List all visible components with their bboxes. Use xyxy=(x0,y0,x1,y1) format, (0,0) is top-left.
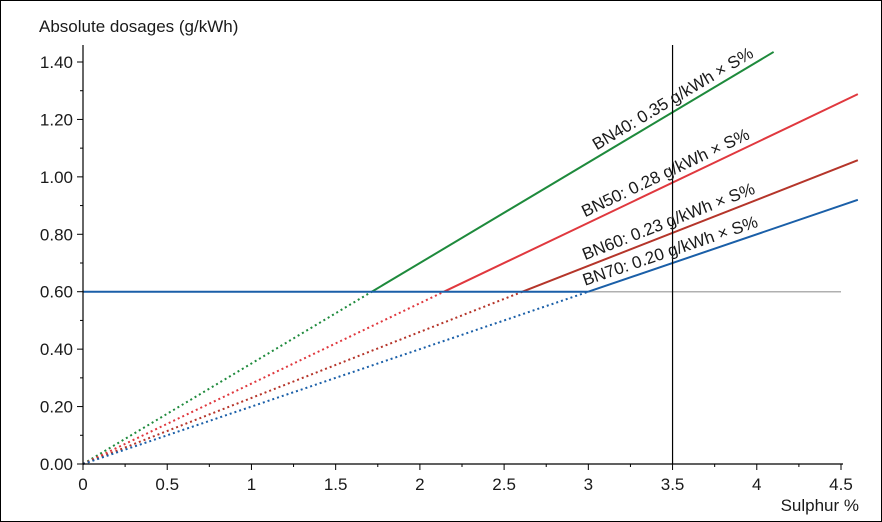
y-tick-label: 0.00 xyxy=(40,455,73,474)
y-tick-label: 1.20 xyxy=(40,110,73,129)
series-dotted-line-2 xyxy=(82,290,445,465)
axes-layer: 0.00 0.20 0.40 0.60 0.80 1.00 1.20 1.40 0 0.5 1 1.5… xyxy=(40,45,853,494)
y-tick-label: 0.20 xyxy=(40,398,73,417)
y-tick-label: 0.60 xyxy=(40,283,73,302)
x-tick-label: 1.5 xyxy=(324,475,348,494)
x-tick-label: 3 xyxy=(584,475,593,494)
x-tick-label: 2 xyxy=(415,475,424,494)
y-tick-label: 1.40 xyxy=(40,53,73,72)
series-dotted-line-3 xyxy=(82,290,523,465)
series-solid-line-3 xyxy=(522,159,859,293)
x-tick-label: 0.5 xyxy=(155,475,179,494)
y-axis-title: Absolute dosages (g/kWh) xyxy=(39,17,238,36)
series-dotted-line-1 xyxy=(82,290,373,465)
x-tick-label: 3.5 xyxy=(661,475,685,494)
labels-layer: BN40: 0.35 g/kWh × S%BN50: 0.28 g/kWh × … xyxy=(579,43,761,289)
x-tick-label: 2.5 xyxy=(492,475,516,494)
x-tick-label: 1 xyxy=(247,475,256,494)
x-tick-label: 4 xyxy=(752,475,761,494)
x-axis-title: Sulphur % xyxy=(781,496,859,515)
series-solid-line-1 xyxy=(371,51,775,293)
x-tick-label: 0 xyxy=(78,475,87,494)
y-tick-label: 0.80 xyxy=(40,225,73,244)
series-solid-line-2 xyxy=(443,93,859,293)
y-tick-label: 0.40 xyxy=(40,340,73,359)
y-tick-label: 1.00 xyxy=(40,168,73,187)
x-tick-label: 4.5 xyxy=(829,475,853,494)
lines-layer xyxy=(82,45,859,465)
series-dotted-line-4 xyxy=(82,290,589,465)
series-solid-line-4 xyxy=(588,198,859,293)
